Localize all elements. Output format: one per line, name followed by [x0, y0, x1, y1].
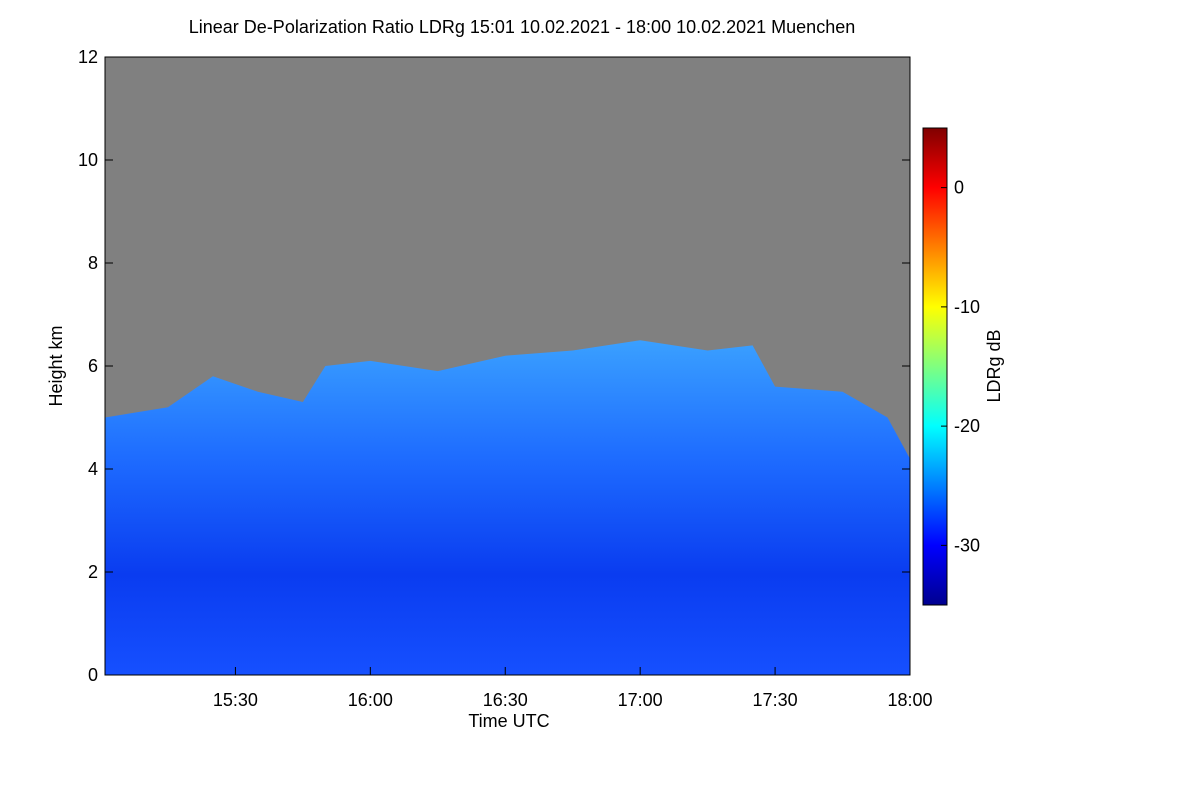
y-tick-label: 8 — [88, 253, 98, 273]
y-axis-label: Height km — [46, 325, 66, 406]
colorbar-tick-label: 0 — [954, 178, 964, 198]
y-tick-label: 12 — [78, 47, 98, 67]
cloud-region — [105, 340, 910, 675]
colorbar-tick-label: -10 — [954, 297, 980, 317]
y-tick-label: 2 — [88, 562, 98, 582]
x-axis-label: Time UTC — [468, 711, 549, 731]
x-tick-label: 16:00 — [348, 690, 393, 710]
chart-title: Linear De-Polarization Ratio LDRg 15:01 … — [189, 17, 855, 37]
x-tick-label: 17:00 — [618, 690, 663, 710]
x-tick-label: 18:00 — [887, 690, 932, 710]
colorbar-tick-label: -30 — [954, 535, 980, 555]
y-tick-label: 0 — [88, 665, 98, 685]
x-tick-label: 16:30 — [483, 690, 528, 710]
y-tick-label: 6 — [88, 356, 98, 376]
x-tick-label: 15:30 — [213, 690, 258, 710]
y-tick-label: 4 — [88, 459, 98, 479]
y-tick-label: 10 — [78, 150, 98, 170]
x-tick-label: 17:30 — [753, 690, 798, 710]
colorbar-label: LDRg dB — [984, 329, 1004, 402]
colorbar — [922, 127, 948, 606]
colorbar-tick-label: -20 — [954, 416, 980, 436]
